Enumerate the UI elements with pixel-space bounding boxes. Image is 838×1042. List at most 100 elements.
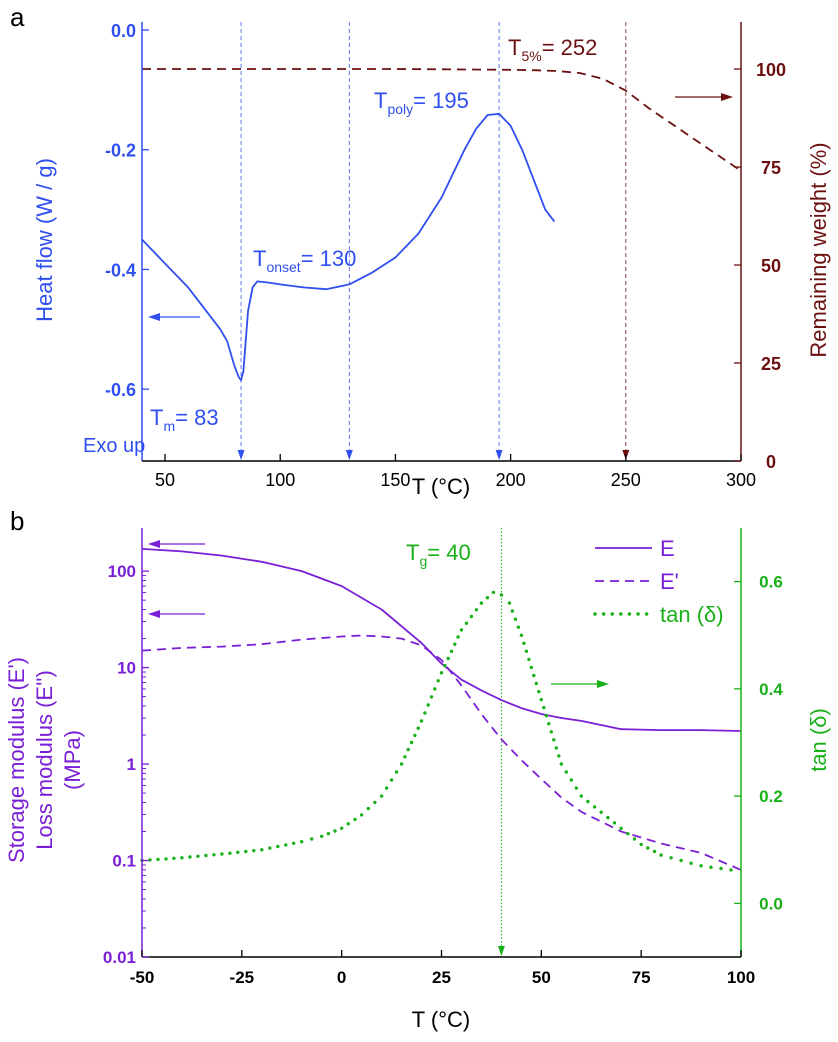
tan-delta-dot [507,601,512,605]
b-y-left-tick-label: 1 [127,755,136,774]
tan-delta-dot [459,628,464,632]
tan-delta-dot [268,846,272,850]
tan-delta-dot [564,770,568,774]
panel-a-y-left-label: Heat flow (W / g) [32,158,57,322]
t5-sub: 5% [521,48,541,64]
heat-flow-axis-arrow [148,313,200,321]
t5-annotation: T5%= 252 [508,35,597,64]
b-y-right-tick-label: 0.2 [759,787,783,806]
tan-delta-dot [469,614,474,619]
tan-delta-dot [436,679,440,683]
tan-delta-dot [537,689,541,694]
tpoly-main: T [374,88,387,113]
panel-a-series [141,68,742,382]
tonset-sub: onset [266,259,300,275]
a-y-left-tick-label: 0.0 [111,21,136,41]
tan-delta-dot [196,854,200,858]
tan-delta-dot [519,633,524,637]
tan-delta-dot [689,861,693,865]
b-y-left-tick-label: 0.01 [103,948,136,967]
tan-delta-dot [729,868,733,872]
b-y-right-tick-label: 0.0 [759,894,783,913]
tan-delta-dot [419,719,424,723]
tan-delta-dot [276,844,280,849]
tan-delta-dot [669,856,673,860]
tm-main: T [150,405,163,430]
tg-value: = 40 [427,540,470,565]
tan-delta-dot [320,834,324,838]
panel-b-label: b [10,506,24,536]
tm-value: = 83 [175,405,218,430]
tan-delta-dot [606,815,610,820]
tan-delta-dot [464,621,469,625]
panel-b-y-left-label-line3: (MPa) [60,730,85,790]
a-series-remaining-weight-line [142,68,742,172]
tan-delta-dot [212,853,216,857]
b-x-tick-label: -25 [230,968,255,987]
tan-delta-dot [423,711,427,715]
tan-delta-dot [379,794,384,798]
tan-delta-dot [456,635,460,639]
tan-delta-dot [394,770,399,774]
tan-delta-dot [340,826,344,830]
tan-delta-dot [479,601,484,605]
tan-delta-dot [534,681,538,686]
tan-delta-dot [433,687,437,691]
tan-delta-dot [516,625,521,629]
tan-delta-dot [524,649,529,653]
b-x-tick-label: 0 [337,968,346,987]
tan-delta-dot [333,829,337,833]
a-y-right-tick-label: 0 [766,452,776,472]
panel-a-label: a [10,2,25,32]
b-marker-arrowhead [497,946,505,956]
tonset-annotation: Tonset= 130 [253,246,356,275]
a-x-tick-label: 50 [155,470,175,490]
tan-delta-dot [474,608,479,612]
panel-a-ticks: 50 100 150 200 250 300 0.0 -0.2 -0.4 -0.6 0 25 50 75 1… [105,21,786,490]
tan-delta-dot [709,865,713,869]
tan-delta-dot [439,671,444,675]
tan-delta-dot [413,733,417,738]
tan-delta-dot [429,695,434,699]
tan-delta-dot [547,722,551,726]
b-x-tick-label: 100 [727,968,755,987]
tan-delta-dot [180,856,184,860]
tan-delta-dot [384,786,389,790]
tan-delta-dot [485,596,490,600]
tan-delta-dot [403,755,407,759]
tan-delta-dot [499,593,504,597]
a-x-tick-label: 150 [380,470,410,490]
panel-b-y-left-label-line1: Storage modulus (E') [4,657,29,863]
a-y-left-tick-label: -0.6 [105,380,136,400]
tan-delta-dot [244,849,248,854]
panel-b-legend: E E' tan (δ) [593,536,724,627]
tan-delta-dot [406,747,410,752]
loss-modulus-arrow [148,610,205,618]
panel-b-plot-area [140,528,742,956]
tan-delta-dot [389,778,394,782]
tan-delta-dot [554,746,558,750]
panel-b-x-label: T (°C) [412,1007,471,1032]
b-x-tick-label: 25 [432,968,451,987]
tan-delta-dot [612,821,617,825]
tan-delta-dot [527,657,531,662]
tan-delta-dot [557,754,561,758]
tg-main: T [406,540,419,565]
tpoly-sub: poly [387,101,413,117]
tan-delta-dot [552,738,556,742]
b-x-tick-label: 75 [632,968,651,987]
tan-delta-dot [510,609,515,613]
a-y-right-tick-label: 50 [761,256,781,276]
tan-delta-dot [544,714,548,718]
tan-delta-dot [228,851,232,855]
a-y-left-tick-label: -0.4 [105,260,136,280]
tonset-main: T [253,246,266,271]
tan-delta-dot [542,705,546,710]
tan-delta-dot [599,810,603,814]
a-x-tick-label: 250 [611,470,641,490]
a-y-right-tick-label: 75 [761,158,781,178]
tan-delta-dot [443,663,447,668]
tm-annotation: Tm= 83 [150,405,219,434]
